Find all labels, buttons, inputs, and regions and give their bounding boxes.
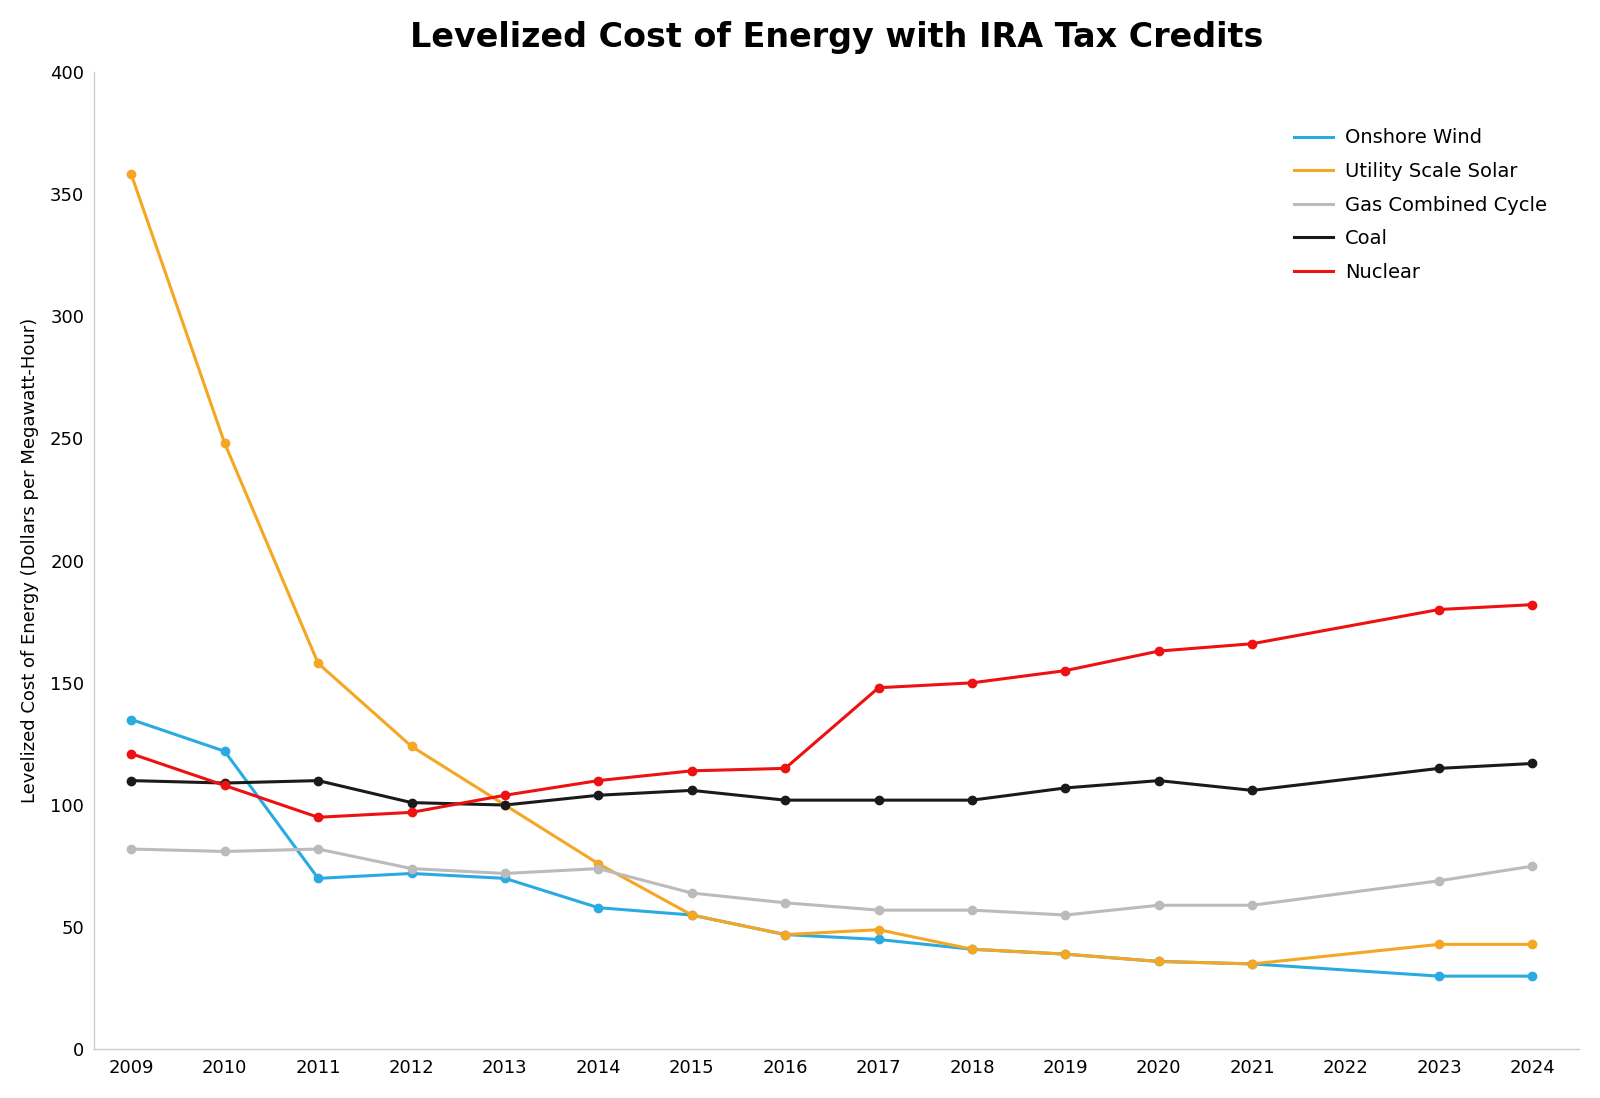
- Coal: [1429, 762, 1448, 775]
- Utility Scale Solar: [682, 908, 701, 921]
- Nuclear: [776, 762, 795, 775]
- Gas Combined Cycle: [682, 886, 701, 899]
- Line: Nuclear: Nuclear: [131, 605, 1533, 817]
- Utility Scale Solar: [962, 943, 981, 956]
- Nuclear: [1336, 620, 1355, 634]
- Onshore Wind: [1523, 970, 1542, 983]
- Coal: [776, 794, 795, 807]
- Line: Utility Scale Solar: Utility Scale Solar: [131, 175, 1533, 964]
- Onshore Wind: [776, 928, 795, 941]
- Gas Combined Cycle: [309, 842, 328, 855]
- Utility Scale Solar: [869, 923, 888, 937]
- Nuclear: [589, 774, 608, 787]
- Onshore Wind: [1056, 948, 1075, 961]
- Nuclear: [1243, 637, 1262, 650]
- Utility Scale Solar: [309, 657, 328, 670]
- Utility Scale Solar: [1056, 948, 1075, 961]
- Coal: [1336, 773, 1355, 786]
- Coal: [869, 794, 888, 807]
- Gas Combined Cycle: [1243, 898, 1262, 911]
- Gas Combined Cycle: [1149, 898, 1168, 911]
- Utility Scale Solar: [1429, 938, 1448, 951]
- Nuclear: [309, 810, 328, 824]
- Onshore Wind: [682, 908, 701, 921]
- Onshore Wind: [496, 872, 515, 885]
- Coal: [1056, 782, 1075, 795]
- Nuclear: [214, 778, 234, 792]
- Utility Scale Solar: [1336, 948, 1355, 961]
- Gas Combined Cycle: [589, 862, 608, 875]
- Onshore Wind: [122, 713, 141, 726]
- Onshore Wind: [962, 943, 981, 956]
- Nuclear: [496, 788, 515, 802]
- Onshore Wind: [402, 867, 421, 881]
- Line: Onshore Wind: Onshore Wind: [131, 719, 1533, 976]
- Coal: [214, 776, 234, 789]
- Nuclear: [1149, 645, 1168, 658]
- Title: Levelized Cost of Energy with IRA Tax Credits: Levelized Cost of Energy with IRA Tax Cr…: [410, 21, 1264, 54]
- Coal: [962, 794, 981, 807]
- Utility Scale Solar: [1149, 955, 1168, 968]
- Onshore Wind: [1336, 963, 1355, 976]
- Line: Coal: Coal: [131, 763, 1533, 805]
- Onshore Wind: [309, 872, 328, 885]
- Coal: [1523, 757, 1542, 770]
- Gas Combined Cycle: [496, 867, 515, 881]
- Nuclear: [1429, 603, 1448, 616]
- Coal: [589, 788, 608, 802]
- Coal: [1149, 774, 1168, 787]
- Onshore Wind: [214, 744, 234, 758]
- Gas Combined Cycle: [869, 904, 888, 917]
- Gas Combined Cycle: [776, 896, 795, 909]
- Coal: [682, 784, 701, 797]
- Onshore Wind: [1149, 955, 1168, 968]
- Nuclear: [402, 806, 421, 819]
- Utility Scale Solar: [122, 168, 141, 181]
- Gas Combined Cycle: [1523, 860, 1542, 873]
- Utility Scale Solar: [1243, 957, 1262, 971]
- Nuclear: [1056, 664, 1075, 677]
- Gas Combined Cycle: [214, 844, 234, 858]
- Nuclear: [869, 681, 888, 694]
- Coal: [122, 774, 141, 787]
- Coal: [1243, 784, 1262, 797]
- Utility Scale Solar: [776, 928, 795, 941]
- Utility Scale Solar: [1523, 938, 1542, 951]
- Line: Gas Combined Cycle: Gas Combined Cycle: [131, 849, 1533, 915]
- Onshore Wind: [589, 901, 608, 915]
- Gas Combined Cycle: [402, 862, 421, 875]
- Coal: [402, 796, 421, 809]
- Utility Scale Solar: [496, 798, 515, 811]
- Nuclear: [962, 676, 981, 690]
- Coal: [496, 798, 515, 811]
- Onshore Wind: [1243, 957, 1262, 971]
- Nuclear: [122, 747, 141, 760]
- Gas Combined Cycle: [1429, 874, 1448, 887]
- Gas Combined Cycle: [1056, 908, 1075, 921]
- Y-axis label: Levelized Cost of Energy (Dollars per Megawatt-Hour): Levelized Cost of Energy (Dollars per Me…: [21, 318, 38, 804]
- Onshore Wind: [1429, 970, 1448, 983]
- Gas Combined Cycle: [962, 904, 981, 917]
- Utility Scale Solar: [214, 437, 234, 450]
- Utility Scale Solar: [589, 858, 608, 871]
- Nuclear: [1523, 598, 1542, 612]
- Coal: [309, 774, 328, 787]
- Gas Combined Cycle: [1336, 886, 1355, 899]
- Utility Scale Solar: [402, 740, 421, 753]
- Gas Combined Cycle: [122, 842, 141, 855]
- Onshore Wind: [869, 933, 888, 946]
- Legend: Onshore Wind, Utility Scale Solar, Gas Combined Cycle, Coal, Nuclear: Onshore Wind, Utility Scale Solar, Gas C…: [1286, 121, 1555, 290]
- Nuclear: [682, 764, 701, 777]
